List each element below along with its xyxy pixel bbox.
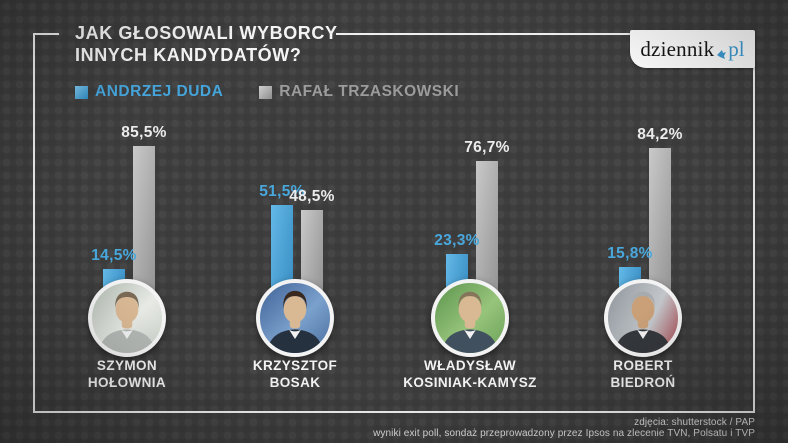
legend-label-duda: ANDRZEJ DUDA [95, 83, 224, 100]
logo-bird-icon [717, 50, 727, 59]
value-label-trzaskowski-kosiniak: 76,7% [464, 139, 510, 157]
value-label-duda-holownia: 14,5% [91, 246, 137, 264]
panel-border-top-left [33, 33, 59, 35]
dziennik-pl-logo: dziennik pl [630, 30, 755, 68]
footer-source-credit: wyniki exit poll, sondaż przeprowadzony … [373, 428, 755, 439]
panel-border-right [753, 33, 755, 413]
value-label-duda-bosak: 51,5% [259, 182, 305, 200]
candidate-photo-biedron [604, 279, 682, 357]
footer-credits: zdjęcia: shutterstock / PAP wyniki exit … [373, 417, 755, 439]
panel-border-left [33, 33, 35, 413]
candidate-photo-kosiniak [431, 279, 509, 357]
candidate-group-holownia: 14,5% 85,5% SZYMON HOŁOWNIA [42, 0, 212, 443]
candidate-group-kosiniak: 23,3% 76,7% WŁADYSŁAW KOSINIAK-KAMYSZ [385, 0, 555, 443]
logo-text-suffix: pl [728, 36, 745, 61]
value-label-duda-kosiniak: 23,3% [434, 231, 480, 249]
legend-label-trzaskowski: RAFAŁ TRZASKOWSKI [279, 83, 460, 100]
bar-trzaskowski-biedron [649, 148, 671, 294]
value-label-duda-biedron: 15,8% [607, 244, 653, 262]
legend-swatch-trzaskowski [259, 85, 273, 99]
value-label-trzaskowski-biedron: 84,2% [637, 126, 683, 144]
value-label-trzaskowski-bosak: 48,5% [289, 188, 335, 206]
footer-photo-credit: zdjęcia: shutterstock / PAP [634, 417, 755, 428]
bar-trzaskowski-bosak [301, 210, 323, 294]
logo-text-main: dziennik [640, 36, 715, 61]
panel-border-bottom [33, 411, 755, 413]
legend-item-trzaskowski: RAFAŁ TRZASKOWSKI [259, 83, 459, 101]
bar-trzaskowski-holownia [133, 146, 155, 294]
page-title-line1: JAK GŁOSOWALI WYBORCY [75, 23, 338, 43]
candidate-group-biedron: 15,8% 84,2% ROBERT BIEDROŃ [558, 0, 728, 443]
page-title-line2: INNYCH KANDYDATÓW? [75, 45, 302, 65]
bar-duda-bosak [271, 204, 293, 294]
panel-border-top-right [336, 33, 630, 35]
candidate-group-bosak: 51,5% 48,5% KRZYSZTOF BOSAK [210, 0, 380, 443]
value-label-trzaskowski-holownia: 85,5% [121, 124, 167, 142]
legend-item-duda: ANDRZEJ DUDA [75, 83, 223, 101]
legend-swatch-duda [75, 85, 88, 99]
candidate-photo-holownia [88, 279, 166, 357]
chart-legend: ANDRZEJ DUDA RAFAŁ TRZASKOWSKI [75, 83, 459, 101]
candidate-name-bosak: KRZYSZTOF BOSAK [252, 358, 338, 390]
candidate-name-biedron: ROBERT BIEDROŃ [610, 358, 676, 390]
candidate-photo-bosak [256, 279, 334, 357]
candidate-name-kosiniak: WŁADYSŁAW KOSINIAK-KAMYSZ [403, 358, 537, 390]
page-title: JAK GŁOSOWALI WYBORCY INNYCH KANDYDATÓW? [75, 22, 338, 66]
candidate-name-holownia: SZYMON HOŁOWNIA [87, 358, 167, 390]
bar-trzaskowski-kosiniak [476, 161, 498, 294]
